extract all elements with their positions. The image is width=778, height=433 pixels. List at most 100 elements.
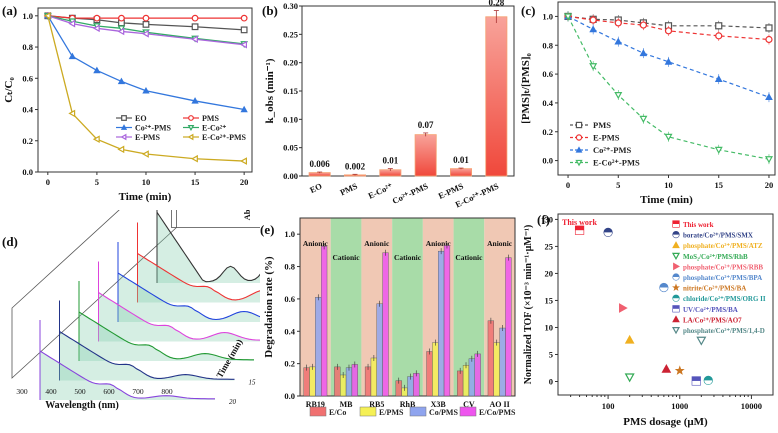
y-tick-label: 15 [545, 295, 554, 305]
bar [303, 367, 310, 397]
y-tick-label: 25 [545, 241, 554, 251]
data-point [142, 14, 150, 22]
bar [340, 374, 347, 397]
legend-label: Co²⁺-PMS [135, 124, 172, 133]
data-point [92, 135, 100, 144]
data-point [614, 91, 623, 100]
data-point [624, 373, 635, 383]
legend-marker-half [673, 298, 679, 302]
x-tick-label: 300 [16, 387, 28, 396]
dye-type-label: Anionic [426, 239, 452, 248]
y-tick-label: 0.6 [542, 69, 553, 79]
bar [438, 250, 445, 397]
annotation-this-work: This work [562, 218, 597, 227]
data-point [674, 365, 685, 375]
data-point [92, 24, 100, 33]
data-label: 0.006 [310, 159, 331, 169]
y-tick-label: 20 [545, 268, 554, 278]
y-axis-label: Cₜ/C₀ [3, 77, 15, 103]
chart-f: 100 1000 10000 0 5 10 15 20 25 30 PMS dosage (μM) N… [523, 212, 774, 428]
panel-c: 0 5 10 15 20 0.0 0.2 0.4 0.6 0.8 1.0 Time (min) [PMS… [515, 0, 778, 210]
x-axis-label: Wavelength (nm) [45, 400, 119, 411]
y-tick-label: 0 [549, 376, 553, 386]
bar [474, 353, 481, 397]
dye-type-label: Cationic [394, 253, 422, 262]
legend-label: E-Co²⁺-PMS [202, 133, 247, 142]
x-tick-label: 5 [95, 177, 99, 187]
bar [468, 358, 475, 397]
x-tick-label: 800 [161, 387, 173, 396]
legend-label: Co²⁺-PMS [593, 145, 631, 155]
legend-marker [120, 124, 128, 130]
panel-e: Anionic Cationic Anionic Cationic Anionic Cat… [260, 210, 518, 428]
y-tick-label: 10 [545, 322, 554, 332]
spectrum-fill [59, 331, 235, 381]
y-tick-label: 0.2 [284, 359, 295, 369]
data-point [141, 29, 149, 38]
legend-marker [188, 115, 194, 121]
data-point [43, 11, 51, 20]
bar [443, 245, 451, 397]
bar [345, 367, 353, 397]
data-point [624, 334, 635, 344]
data-point [639, 21, 647, 29]
x-tick-label: AO II [490, 400, 510, 409]
data-point [664, 57, 673, 65]
spectrum-line [78, 311, 254, 361]
spectrum-line [59, 331, 235, 380]
panel-label: (e) [260, 222, 274, 237]
data-point-half [704, 380, 713, 385]
panel-a: 0 5 10 15 20 0.0 0.2 0.4 0.6 0.8 1.0 Time (min) Cₜ/C… [0, 0, 260, 210]
y-tick-label: 0.4 [284, 326, 295, 336]
data-point [141, 150, 149, 158]
data-point-half [692, 380, 701, 385]
panel-label: (f) [537, 212, 550, 227]
data-point [93, 66, 101, 74]
y-tick-label: 5 [549, 349, 553, 359]
legend: E/Co E/PMS Co/PMS E/Co/PMS [309, 406, 516, 417]
x-tick-label: RhB [400, 400, 416, 409]
y-tick-label: 0.0 [542, 156, 553, 166]
y-tick-label: 0.0 [284, 391, 295, 401]
x-tick-label: 500 [74, 387, 86, 396]
panel-label: (d) [2, 234, 18, 249]
legend-label: E/Co [329, 408, 346, 417]
legend-marker [575, 134, 583, 141]
data-point [240, 14, 248, 22]
panel-b: 0.00 0.05 0.10 0.15 0.20 0.25 0.30 0.006 EO 0.002… [260, 0, 518, 210]
data-point [714, 146, 723, 155]
data-label: 0.07 [418, 120, 434, 130]
legend-label: phosphate/Co²⁺/PMS/RBB [683, 263, 763, 271]
spectrum-line [98, 292, 274, 341]
legend-swatch [409, 406, 427, 417]
data-point [142, 21, 150, 28]
bar [414, 134, 437, 177]
bar [426, 351, 433, 397]
data-point-half [575, 230, 584, 235]
spectrum-fill [79, 312, 254, 361]
y-tick-label: 0.8 [542, 40, 553, 50]
legend-label: E-Co²⁺-PMS [593, 158, 640, 168]
time-tick-label: 20 [229, 398, 237, 406]
bar [487, 320, 495, 397]
x-tick-label: 15 [191, 177, 200, 187]
y-tick-label: 0.25 [283, 29, 298, 39]
y-tick-label: 0.20 [283, 58, 298, 68]
data-point [765, 93, 773, 101]
legend-marker [575, 146, 583, 153]
plot-frame-c [557, 1, 776, 176]
legend: EO PMS Co²⁺-PMS E-Co²⁺ E-PMS E-Co²⁺-PMS [116, 114, 247, 142]
data-point-half [604, 232, 613, 237]
data-point [715, 22, 723, 30]
x-tick-label: 10 [664, 180, 673, 190]
series-E-Co²⁺-PMS [43, 11, 247, 165]
y-tick-label: 0.15 [283, 86, 298, 96]
data-point [240, 40, 247, 49]
legend-marker [120, 133, 127, 141]
dye-type-label: Cationic [455, 253, 483, 262]
data-point [191, 154, 198, 163]
series-E-PMS [43, 11, 247, 49]
y-axis-label: [PMS]ₜ/[PMS]₀ [520, 52, 532, 123]
y-axis-label: Degradation rate (%) [263, 256, 275, 358]
